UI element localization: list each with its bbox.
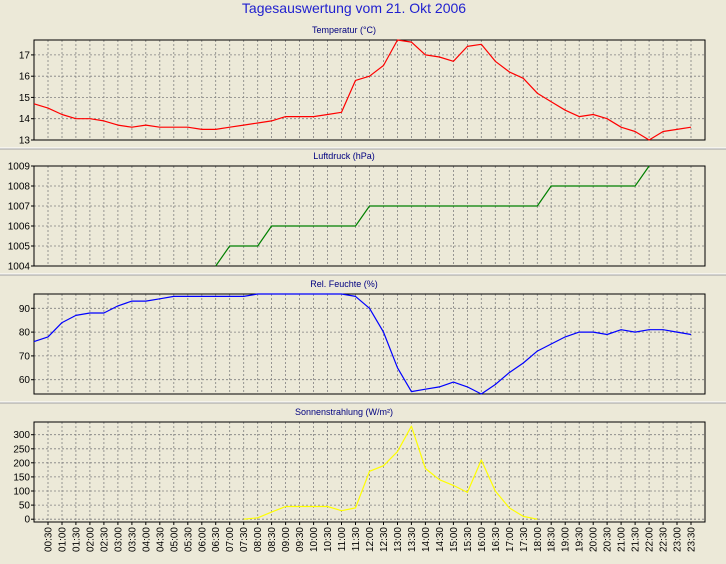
y-tick-label: 250 xyxy=(13,444,30,455)
x-tick-label: 20:30 xyxy=(603,527,614,552)
x-tick-label: 10:00 xyxy=(309,527,320,552)
x-tick-label: 17:30 xyxy=(519,527,530,552)
x-tick-label: 03:00 xyxy=(113,527,124,552)
page-title: Tagesauswertung vom 21. Okt 2006 xyxy=(242,0,466,16)
y-tick-label: 17 xyxy=(19,50,31,61)
x-tick-label: 08:30 xyxy=(267,527,278,552)
x-tick-label: 00:30 xyxy=(44,527,55,552)
y-tick-label: 16 xyxy=(19,72,31,83)
plot-border xyxy=(33,165,706,267)
y-tick-label: 1007 xyxy=(8,202,31,213)
chart-panel: Sonnenstrahlung (W/m²) 0 50 100 150 200 250 300 xyxy=(13,407,706,526)
y-tick-label: 300 xyxy=(13,430,30,441)
x-tick-label: 01:30 xyxy=(71,527,82,552)
y-tick-label: 1009 xyxy=(8,162,31,173)
x-tick-label: 15:30 xyxy=(463,527,474,552)
x-tick-label: 16:30 xyxy=(491,527,502,552)
panel-title: Temperatur (°C) xyxy=(312,25,376,35)
plot-border xyxy=(33,293,706,395)
y-tick-label: 1004 xyxy=(8,262,31,273)
plot-border xyxy=(33,39,706,141)
y-tick-label: 15 xyxy=(19,93,31,104)
x-tick-label: 16:00 xyxy=(477,527,488,552)
x-tick-label: 09:30 xyxy=(295,527,306,552)
x-tick-label: 05:00 xyxy=(169,527,180,552)
y-tick-label: 1005 xyxy=(8,242,31,253)
chart-panels: Temperatur (°C) 13 14 15 16 17 Luftdruck (hPa)… xyxy=(0,25,726,526)
panel-title: Sonnenstrahlung (W/m²) xyxy=(295,407,393,417)
y-tick-label: 0 xyxy=(24,515,30,526)
panel-title: Rel. Feuchte (%) xyxy=(310,279,378,289)
x-tick-label: 04:30 xyxy=(155,527,166,552)
x-tick-label: 12:00 xyxy=(365,527,376,552)
x-tick-label: 12:30 xyxy=(379,527,390,552)
y-tick-label: 70 xyxy=(19,351,31,362)
x-tick-label: 06:30 xyxy=(211,527,222,552)
x-tick-label: 18:00 xyxy=(533,527,544,552)
x-tick-label: 17:00 xyxy=(505,527,516,552)
x-tick-label: 19:30 xyxy=(575,527,586,552)
x-tick-label: 13:00 xyxy=(393,527,404,552)
x-tick-label: 13:30 xyxy=(407,527,418,552)
y-tick-label: 14 xyxy=(19,114,31,125)
series-line xyxy=(33,39,692,141)
y-tick-label: 150 xyxy=(13,472,30,483)
x-tick-label: 01:00 xyxy=(58,527,69,552)
y-tick-label: 13 xyxy=(19,136,31,147)
series-line xyxy=(243,425,538,520)
x-tick-label: 07:30 xyxy=(239,527,250,552)
y-tick-label: 60 xyxy=(19,375,31,386)
x-tick-label: 11:30 xyxy=(351,527,362,552)
chart-panel: Rel. Feuchte (%) 60 70 80 90 xyxy=(19,279,706,395)
y-tick-label: 100 xyxy=(13,487,30,498)
x-tick-label: 10:30 xyxy=(323,527,334,552)
y-tick-label: 50 xyxy=(19,501,31,512)
x-tick-label: 22:00 xyxy=(645,527,656,552)
series-line xyxy=(33,293,692,395)
x-tick-label: 03:30 xyxy=(127,527,138,552)
y-tick-label: 200 xyxy=(13,458,30,469)
x-tick-label: 14:30 xyxy=(435,527,446,552)
x-tick-label: 23:30 xyxy=(687,527,698,552)
x-tick-label: 20:00 xyxy=(589,527,600,552)
x-tick-label: 05:30 xyxy=(183,527,194,552)
x-tick-label: 21:30 xyxy=(631,527,642,552)
x-tick-label: 14:00 xyxy=(421,527,432,552)
chart-panel: Temperatur (°C) 13 14 15 16 17 xyxy=(19,25,706,147)
x-tick-label: 07:00 xyxy=(225,527,236,552)
time-axis: 00:30 01:00 01:30 02:00 02:30 03:00 03:30 04:00… xyxy=(44,522,698,552)
x-tick-label: 19:00 xyxy=(561,527,572,552)
y-tick-label: 1006 xyxy=(8,222,31,233)
x-tick-label: 15:00 xyxy=(449,527,460,552)
x-tick-label: 09:00 xyxy=(281,527,292,552)
y-tick-label: 90 xyxy=(19,304,31,315)
x-tick-label: 08:00 xyxy=(253,527,264,552)
y-tick-label: 1008 xyxy=(8,182,31,193)
chart-panel: Luftdruck (hPa) 1004 1005 1006 1007 1008 1009 xyxy=(8,151,706,273)
series-line xyxy=(215,165,650,267)
panel-title: Luftdruck (hPa) xyxy=(313,151,375,161)
x-tick-label: 02:30 xyxy=(99,527,110,552)
y-tick-label: 80 xyxy=(19,328,31,339)
x-tick-label: 23:00 xyxy=(673,527,684,552)
x-tick-label: 21:00 xyxy=(617,527,628,552)
x-tick-label: 04:00 xyxy=(141,527,152,552)
x-tick-label: 18:30 xyxy=(547,527,558,552)
x-tick-label: 02:00 xyxy=(85,527,96,552)
x-tick-label: 22:30 xyxy=(659,527,670,552)
x-tick-label: 11:00 xyxy=(337,527,348,552)
x-tick-label: 06:00 xyxy=(197,527,208,552)
